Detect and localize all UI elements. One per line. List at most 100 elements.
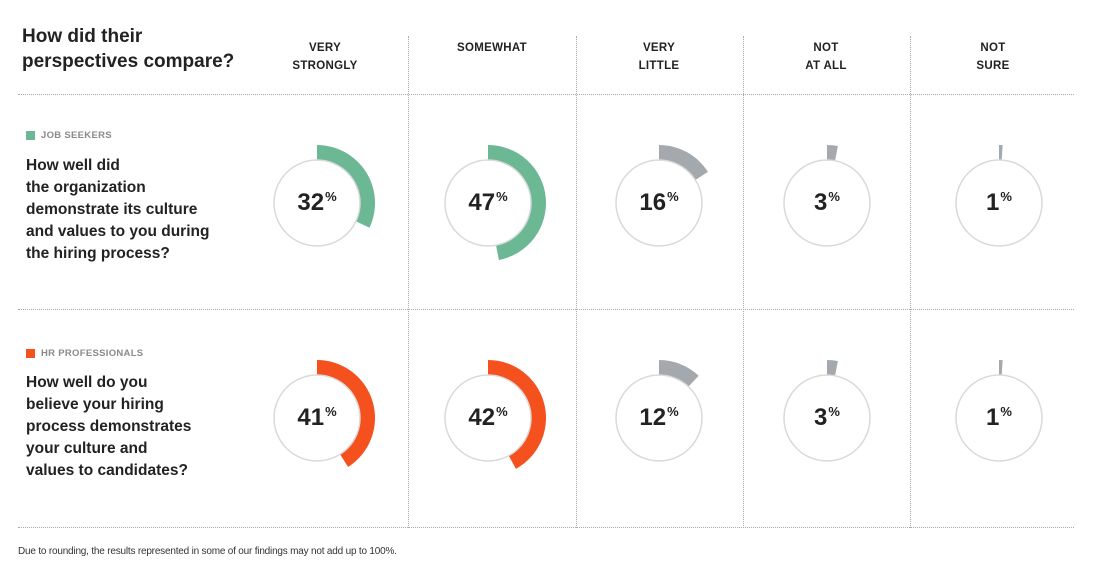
donut-arc — [659, 145, 708, 180]
question-line: process demonstrates — [26, 418, 192, 435]
value-label: 16% — [589, 133, 729, 273]
donut-svg — [273, 145, 375, 247]
value-label: 3% — [757, 133, 897, 273]
value-label: 1% — [929, 133, 1069, 273]
donut-svg — [955, 360, 1043, 462]
footnote: Due to rounding, the results represented… — [18, 546, 397, 557]
value-unit: % — [828, 403, 840, 419]
divider-bottom — [18, 527, 1074, 528]
donut-center-circle — [615, 159, 703, 247]
divider-middle — [18, 309, 1074, 310]
donut-job-seekers-0: 32% — [247, 133, 387, 273]
column-header-very-strongly: VERY STRONGLY — [250, 39, 400, 75]
value-unit: % — [1000, 188, 1012, 204]
column-header-line: SURE — [976, 60, 1010, 72]
donut-arc — [659, 360, 699, 387]
value-number: 1 — [986, 189, 1000, 216]
donut-job-seekers-1: 47% — [418, 133, 558, 273]
column-header-somewhat: SOMEWHAT — [417, 39, 567, 57]
column-divider — [910, 36, 911, 528]
divider-header — [18, 94, 1074, 95]
question-line: and values to you during — [26, 223, 210, 240]
value-label: 47% — [418, 133, 558, 273]
value-label: 12% — [589, 348, 729, 488]
donut-arc — [827, 145, 838, 161]
donut-hr-professionals-0: 41% — [247, 348, 387, 488]
hr-professionals-swatch — [26, 349, 35, 358]
group-label-text: HR PROFESSIONALS — [41, 348, 144, 359]
question-line: demonstrate its culture — [26, 201, 198, 218]
value-label: 1% — [929, 348, 1069, 488]
donut-svg — [444, 360, 546, 469]
donut-arc — [488, 145, 547, 260]
donut-center-circle — [783, 159, 871, 247]
value-label: 42% — [418, 348, 558, 488]
job-seekers-swatch — [26, 131, 35, 140]
value-unit: % — [828, 188, 840, 204]
question-line: believe your hiring — [26, 396, 164, 413]
column-header-line: VERY — [308, 42, 342, 54]
value-unit: % — [667, 188, 679, 204]
donut-center-circle — [615, 374, 703, 462]
value-unit: % — [325, 403, 337, 419]
column-header-not-at-all: NOT AT ALL — [751, 39, 901, 75]
donut-svg — [783, 360, 871, 462]
value-label: 41% — [247, 348, 387, 488]
donut-arc — [999, 360, 1003, 376]
value-unit: % — [325, 188, 337, 204]
column-divider — [576, 36, 577, 528]
donut-center-circle — [955, 159, 1043, 247]
column-header-line: SOMEWHAT — [457, 42, 527, 54]
donut-svg — [615, 360, 703, 462]
value-number: 1 — [986, 404, 1000, 431]
donut-svg — [273, 360, 375, 467]
column-divider — [408, 36, 409, 528]
question-line: values to candidates? — [26, 462, 188, 479]
value-unit: % — [1000, 403, 1012, 419]
donut-hr-professionals-1: 42% — [418, 348, 558, 488]
donut-center-circle — [955, 374, 1043, 462]
page-title: How did their perspectives compare? — [22, 26, 235, 72]
column-divider — [743, 36, 744, 528]
column-header-line: AT ALL — [805, 60, 847, 72]
column-header-not-sure: NOT SURE — [918, 39, 1068, 75]
value-label: 32% — [247, 133, 387, 273]
value-unit: % — [496, 188, 508, 204]
donut-svg — [444, 145, 547, 260]
column-header-line: NOT — [813, 42, 839, 54]
question-line: the organization — [26, 179, 146, 196]
donut-svg — [955, 145, 1043, 247]
value-number: 16 — [639, 189, 667, 216]
column-header-line: NOT — [980, 42, 1006, 54]
column-header-line: VERY — [642, 42, 676, 54]
column-header-line: LITTLE — [638, 60, 680, 72]
group-label-text: JOB SEEKERS — [41, 130, 112, 141]
donut-arc — [488, 360, 546, 469]
value-unit: % — [496, 403, 508, 419]
group-label-hr-professionals: HR PROFESSIONALS — [26, 348, 143, 359]
donut-job-seekers-2: 16% — [589, 133, 729, 273]
value-number: 42 — [468, 404, 496, 431]
donut-center-circle — [444, 159, 532, 247]
column-header-very-little: VERY LITTLE — [584, 39, 734, 75]
donut-center-circle — [444, 374, 532, 462]
donut-hr-professionals-3: 3% — [757, 348, 897, 488]
donut-svg — [783, 145, 871, 247]
value-number: 3 — [814, 189, 828, 216]
donut-svg — [615, 145, 708, 247]
value-label: 3% — [757, 348, 897, 488]
donut-job-seekers-4: 1% — [929, 133, 1069, 273]
value-number: 12 — [639, 404, 667, 431]
group-label-job-seekers: JOB SEEKERS — [26, 130, 112, 141]
donut-hr-professionals-2: 12% — [589, 348, 729, 488]
question-hr-professionals: How well do you believe your hiring proc… — [26, 372, 256, 482]
column-header-line: STRONGLY — [292, 60, 358, 72]
donut-center-circle — [783, 374, 871, 462]
donut-arc — [999, 145, 1003, 161]
donut-arc — [317, 360, 375, 467]
question-line: your culture and — [26, 440, 148, 457]
question-line: How well did — [26, 157, 120, 174]
value-number: 47 — [468, 189, 496, 216]
donut-arc — [827, 360, 838, 376]
question-line: the hiring process? — [26, 245, 170, 262]
